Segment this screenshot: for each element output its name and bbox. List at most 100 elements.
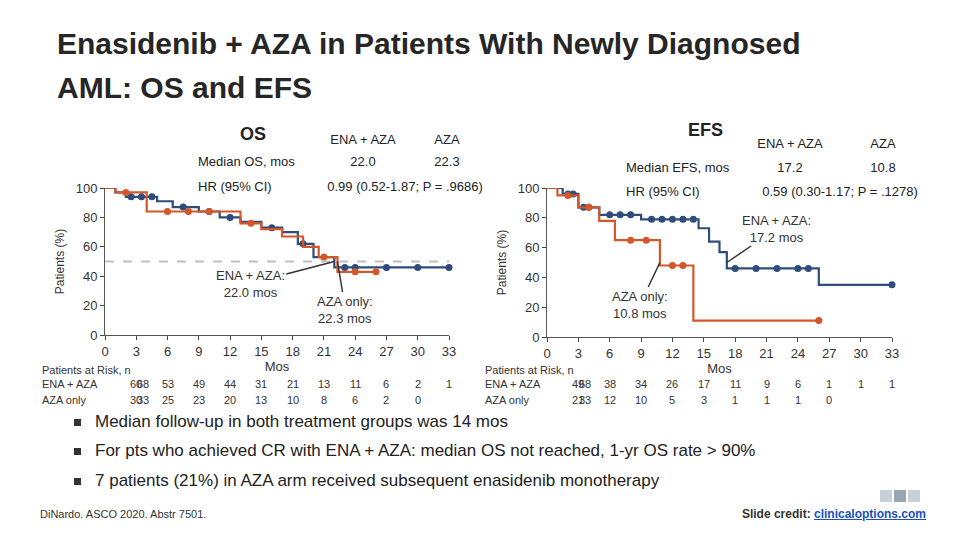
svg-text:27: 27 [379,344,393,359]
svg-text:18: 18 [285,344,299,359]
svg-text:13: 13 [255,394,267,406]
svg-text:33: 33 [885,346,899,361]
svg-text:68: 68 [579,378,591,390]
svg-text:AZA only: AZA only [42,394,87,406]
svg-text:11: 11 [730,378,741,390]
svg-text:6: 6 [795,378,801,390]
svg-text:0: 0 [101,344,108,359]
svg-text:100: 100 [76,181,98,196]
svg-text:30: 30 [853,346,867,361]
svg-text:21: 21 [759,346,773,361]
svg-text:23: 23 [193,394,205,406]
svg-text:33: 33 [579,394,591,406]
svg-text:15: 15 [697,346,711,361]
svg-text:60: 60 [525,240,539,255]
svg-text:AZA only:10.8 mos: AZA only:10.8 mos [612,289,668,321]
svg-text:30: 30 [130,394,142,406]
html-text:Median follow-up in both treat: Median follow-up in both treatment group… [95,412,508,431]
svg-text:13: 13 [318,378,330,390]
svg-text:ENA + AZA: ENA + AZA [485,378,541,390]
svg-text:49: 49 [193,378,205,390]
svg-text:17: 17 [698,378,710,390]
svg-text:ENA + AZA:17.2 mos: ENA + AZA:17.2 mos [742,213,811,245]
svg-text:3: 3 [701,394,707,406]
svg-text:6: 6 [164,344,171,359]
svg-text:Patients at Risk, n: Patients at Risk, n [42,364,131,376]
svg-text:ENA + AZA:22.0 mos: ENA + AZA:22.0 mos [216,268,285,300]
svg-text:34: 34 [635,378,647,390]
svg-text:21: 21 [287,378,299,390]
svg-text:AZA only: AZA only [485,394,530,406]
svg-text:6: 6 [606,346,613,361]
svg-text:AZA only:22.3 mos: AZA only:22.3 mos [317,294,373,326]
svg-text:1: 1 [889,378,895,390]
svg-text:21: 21 [317,344,331,359]
html-text:OS: OS [240,124,266,144]
svg-text:30: 30 [410,344,424,359]
svg-text:27: 27 [822,346,836,361]
svg-text:21: 21 [572,394,584,406]
svg-text:12: 12 [223,344,237,359]
svg-text:0: 0 [415,394,421,406]
svg-text:68: 68 [137,378,149,390]
svg-text:20: 20 [83,298,97,313]
svg-text:11: 11 [350,378,361,390]
svg-text:Patients at Risk, n: Patients at Risk, n [485,364,574,376]
svg-text:40: 40 [83,269,97,284]
svg-text:80: 80 [83,210,97,225]
svg-text:49: 49 [572,378,584,390]
svg-text:1: 1 [732,394,738,406]
svg-text:0: 0 [543,346,550,361]
svg-text:33: 33 [442,344,456,359]
svg-text:8: 8 [321,394,327,406]
svg-text:9: 9 [195,344,202,359]
svg-text:12: 12 [604,394,616,406]
svg-text:12: 12 [665,346,679,361]
svg-text:3: 3 [133,344,140,359]
svg-text:38: 38 [604,378,616,390]
svg-text:Mos: Mos [707,361,732,376]
svg-text:1: 1 [764,394,770,406]
svg-text:24: 24 [791,346,805,361]
svg-text:6: 6 [352,394,358,406]
svg-text:100: 100 [518,181,540,196]
html-text:For pts who achieved CR with E: For pts who achieved CR with ENA + AZA: … [95,441,756,460]
svg-text:ENA + AZA: ENA + AZA [42,378,98,390]
svg-text:3: 3 [575,346,582,361]
svg-text:10: 10 [635,394,647,406]
svg-text:60: 60 [83,239,97,254]
svg-text:Patients (%): Patients (%) [53,229,67,294]
svg-text:6: 6 [383,378,389,390]
svg-text:80: 80 [525,210,539,225]
svg-text:0: 0 [532,330,539,345]
svg-text:9: 9 [764,378,770,390]
svg-text:0: 0 [826,394,832,406]
svg-text:1: 1 [858,378,864,390]
svg-text:26: 26 [666,378,678,390]
svg-text:1: 1 [795,394,801,406]
svg-text:40: 40 [525,270,539,285]
svg-text:25: 25 [162,394,174,406]
svg-text:1: 1 [826,378,832,390]
svg-text:9: 9 [637,346,644,361]
html-text:EFS: EFS [688,120,723,140]
svg-text:44: 44 [224,378,236,390]
svg-text:2: 2 [415,378,421,390]
svg-text:15: 15 [254,344,268,359]
html-text:Enasidenib + AZA in Patients W: Enasidenib + AZA in Patients With Newly … [57,27,801,104]
svg-text:18: 18 [728,346,742,361]
svg-text:1: 1 [446,378,452,390]
svg-text:60: 60 [130,378,142,390]
svg-text:Patients (%): Patients (%) [495,230,509,295]
svg-text:10: 10 [287,394,299,406]
svg-text:31: 31 [255,378,267,390]
svg-text:Mos: Mos [265,359,290,374]
svg-text:20: 20 [525,300,539,315]
svg-text:5: 5 [669,394,675,406]
svg-text:24: 24 [348,344,362,359]
svg-text:53: 53 [162,378,174,390]
svg-text:2: 2 [383,394,389,406]
svg-text:33: 33 [137,394,149,406]
svg-text:0: 0 [90,328,97,343]
svg-text:20: 20 [224,394,236,406]
